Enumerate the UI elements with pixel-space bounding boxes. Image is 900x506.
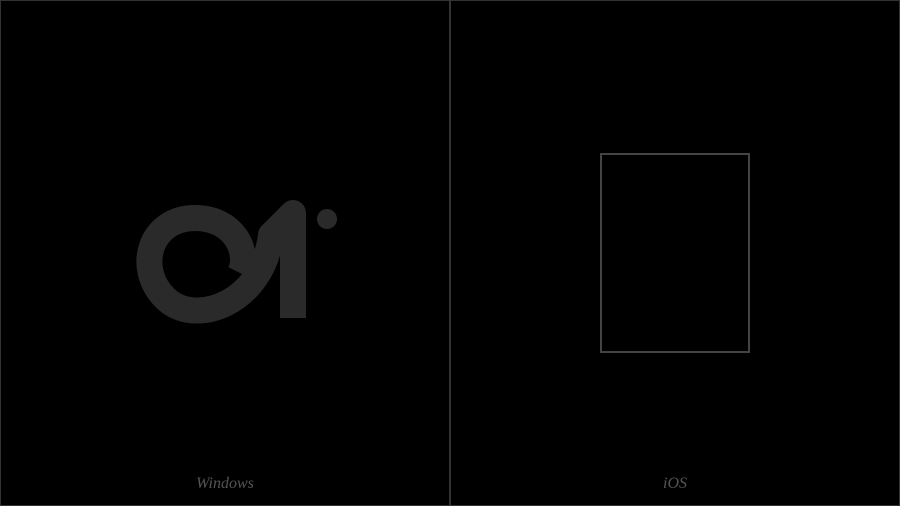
panel-label-windows: Windows	[196, 475, 254, 493]
glyph-path	[149, 213, 293, 318]
glyph-area-ios	[451, 1, 899, 505]
panel-ios: iOS	[450, 0, 900, 506]
glyph-windows	[95, 153, 355, 353]
missing-glyph-box	[600, 153, 750, 353]
panel-windows: Windows	[0, 0, 450, 506]
glyph-dot	[317, 209, 337, 229]
panel-label-ios: iOS	[663, 475, 687, 493]
glyph-area-windows	[1, 1, 449, 505]
